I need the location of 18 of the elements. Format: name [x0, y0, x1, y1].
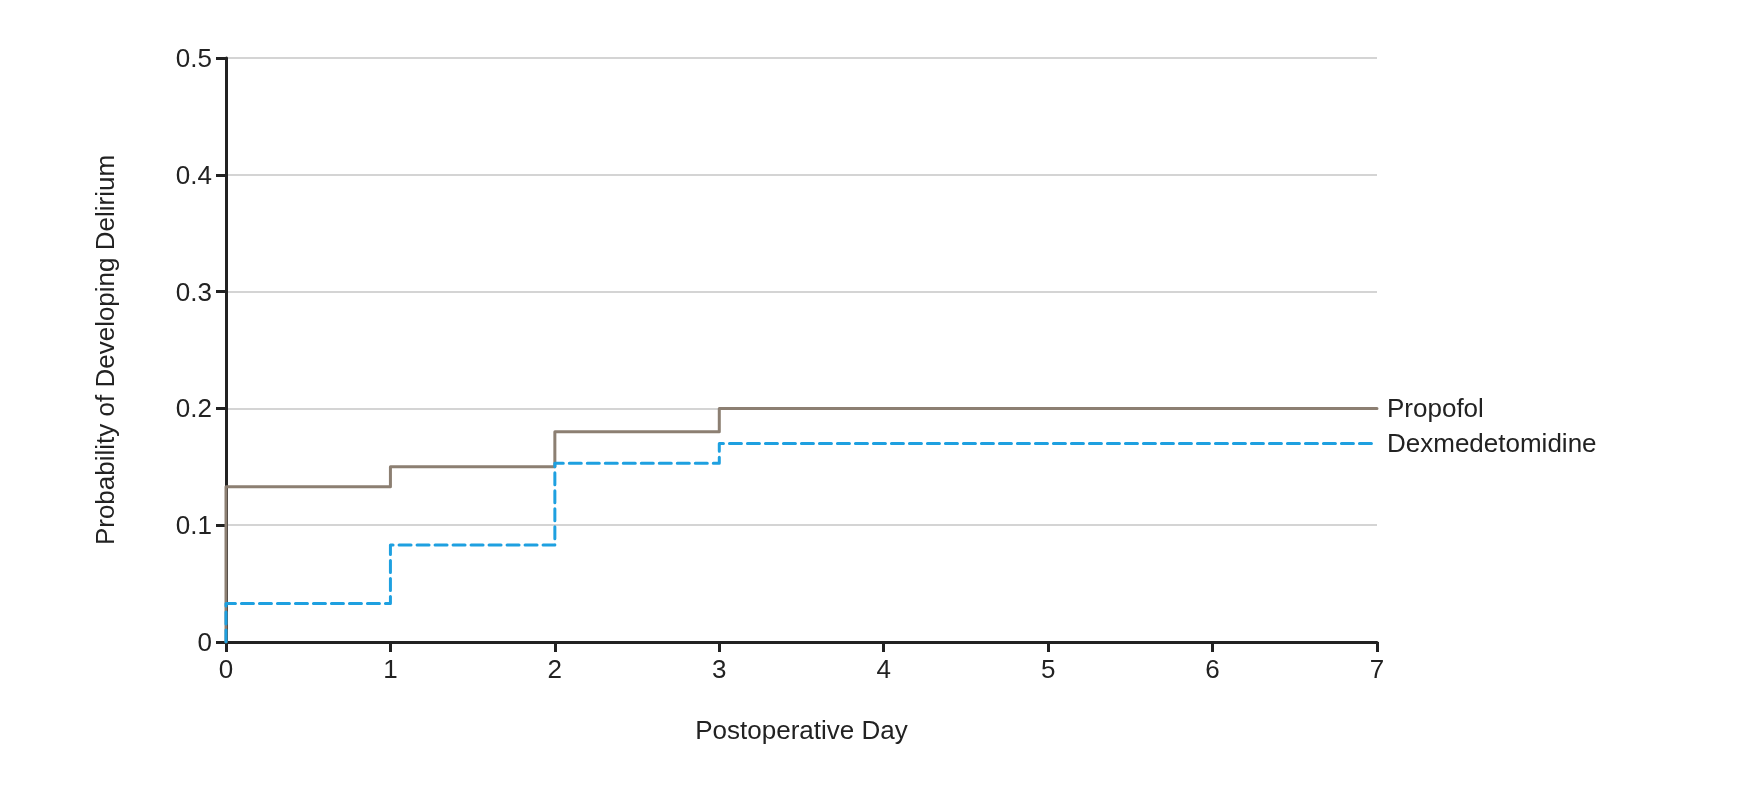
x-tick-label: 2: [547, 654, 563, 684]
y-tick-label: 0.4: [175, 159, 212, 190]
x-tick-label: 4: [876, 654, 891, 684]
x-tick-label: 7: [1369, 654, 1385, 684]
y-axis-title: Probability of Developing Delirium: [90, 154, 120, 546]
x-tick-label: 1: [383, 654, 398, 684]
x-tick-label: 6: [1205, 654, 1220, 684]
y-tick-label: 0: [197, 627, 212, 657]
y-tick-label: 0.1: [175, 510, 212, 541]
y-tick-label: 0.3: [175, 276, 212, 307]
y-tick-label: 0.5: [175, 43, 212, 73]
x-tick-label: 5: [1040, 654, 1056, 684]
x-axis-title: Postoperative Day: [695, 715, 908, 745]
x-tick-label: 0: [218, 654, 234, 684]
y-tick-label: 0.2: [175, 393, 212, 424]
series-label: Dexmedetomidine: [1387, 428, 1597, 459]
x-tick-label: 3: [712, 654, 727, 684]
series-label: Propofol: [1387, 393, 1484, 424]
